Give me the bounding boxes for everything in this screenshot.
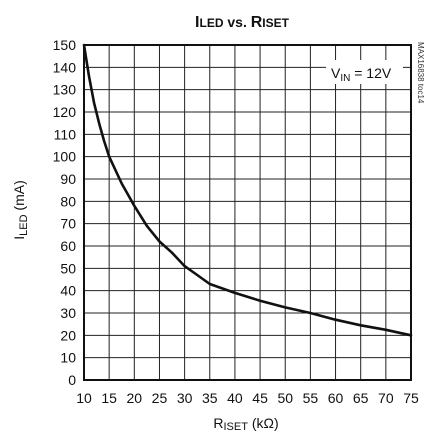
- x-tick-label: 45: [252, 390, 268, 406]
- y-tick-label: 20: [60, 327, 76, 343]
- x-tick-label: 70: [378, 390, 394, 406]
- y-tick-label: 40: [60, 283, 76, 299]
- x-label-main: R: [213, 415, 223, 431]
- grid: [84, 45, 411, 380]
- y-tick-label: 50: [60, 260, 76, 276]
- x-tick-label: 25: [152, 390, 168, 406]
- y-tick-label: 60: [60, 238, 76, 254]
- x-tick-label: 10: [76, 390, 92, 406]
- y-tick-label: 100: [53, 149, 77, 165]
- x-label-sub: ISET: [223, 421, 248, 433]
- y-label-sub: LED: [18, 214, 30, 235]
- plot-frame: [83, 44, 412, 381]
- title-r: R: [251, 14, 263, 31]
- y-label-main: I: [11, 236, 27, 240]
- x-tick-label: 50: [277, 390, 293, 406]
- annotation-v: V: [331, 65, 341, 81]
- series: [82, 43, 413, 337]
- x-axis-label: RISET (kΩ): [213, 415, 278, 433]
- series-line: [82, 43, 413, 337]
- y-tick-label: 110: [54, 126, 77, 142]
- chart-title: ILED vs. RISET: [195, 14, 290, 31]
- annotation-background: [326, 60, 403, 84]
- x-label-rest: (kΩ): [248, 415, 279, 431]
- side-label: MAX16838 toc14: [416, 42, 425, 104]
- y-tick-label: 140: [53, 59, 77, 75]
- y-label-rest: (mA): [11, 180, 27, 214]
- x-tick-label: 55: [303, 390, 319, 406]
- title-i: I: [195, 14, 199, 31]
- y-tick-label: 0: [68, 372, 76, 388]
- title-led: LED: [199, 16, 223, 30]
- x-tick-label: 60: [328, 390, 344, 406]
- x-tick-label: 75: [403, 390, 419, 406]
- annotation: VIN = 12V: [326, 60, 403, 84]
- x-tick-label: 15: [101, 390, 117, 406]
- title-iset: ISET: [262, 16, 289, 30]
- annotation-rest: = 12V: [350, 65, 392, 81]
- y-tick-label: 30: [60, 305, 76, 321]
- x-tick-labels: 10 15 20 25 30 35 40 45 50 55 60 65 70 75: [76, 390, 419, 406]
- annotation-text: VIN = 12V: [331, 65, 392, 84]
- y-tick-label: 120: [53, 104, 77, 120]
- y-tick-label: 10: [60, 350, 76, 366]
- x-tick-label: 40: [227, 390, 243, 406]
- x-tick-label: 30: [177, 390, 193, 406]
- title-vs: vs.: [223, 14, 250, 30]
- x-tick-label: 20: [127, 390, 143, 406]
- y-tick-labels: 0 10 20 30 40 50 60 70 80 90 100 110 120 130 140 150: [53, 37, 77, 388]
- y-tick-label: 90: [60, 171, 76, 187]
- x-tick-label: 65: [353, 390, 369, 406]
- x-tick-label: 35: [202, 390, 218, 406]
- y-tick-label: 70: [60, 216, 76, 232]
- y-tick-label: 130: [53, 82, 77, 98]
- annotation-in: IN: [340, 73, 350, 84]
- y-tick-label: 150: [53, 37, 77, 53]
- y-axis-label: ILED (mA): [11, 180, 30, 240]
- y-tick-label: 80: [60, 193, 76, 209]
